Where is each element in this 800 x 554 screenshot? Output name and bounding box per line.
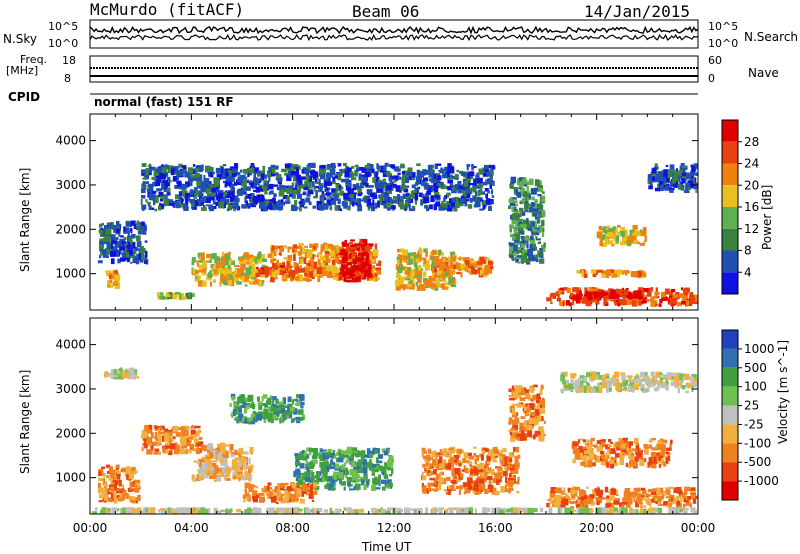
nsky-top-right-tick: 10^5 (708, 20, 739, 33)
power-colorbar-band (722, 185, 738, 207)
xaxis-label: Time UT (362, 540, 412, 554)
power-ytick-label: 1000 (55, 267, 86, 281)
xtick-label: 12:00 (377, 521, 412, 535)
power-colorbar-tick-label: 20 (744, 178, 759, 192)
power-colorbar-band (722, 207, 738, 229)
power-panel-bg (90, 114, 698, 310)
beam-title: Beam 06 (352, 2, 420, 21)
power-colorbar-band (722, 141, 738, 164)
nsky-bottom-tick: 10^0 (48, 37, 79, 50)
xtick-label: 20:00 (579, 521, 614, 535)
power-colorbar-band (722, 272, 738, 294)
power-colorbar-tick-label: 8 (744, 244, 752, 258)
velocity-colorbar-frame (721, 329, 739, 501)
velocity-colorbar-band (722, 348, 738, 368)
power-colorbar-tick-label: 4 (744, 265, 752, 279)
nsky-top-tick: 10^5 (48, 20, 79, 33)
velocity-colorbar-band (722, 330, 738, 349)
power-ytick-label: 3000 (55, 178, 86, 192)
velocity-echo-region (571, 437, 673, 469)
velocity-colorbar-tick-label: -500 (744, 455, 771, 469)
velocity-colorbar-band (722, 386, 738, 406)
freq-label: Freq. (20, 53, 48, 66)
power-colorbar-tick-label: 24 (744, 157, 759, 171)
power-ytick-label: 4000 (55, 134, 86, 148)
power-colorbar-band (722, 228, 738, 251)
velocity-echo-region (140, 424, 204, 456)
freq-bottom-tick: 8 (64, 72, 71, 85)
station-title: McMurdo (fitACF) (90, 0, 245, 19)
velocity-colorbar-tick-label: -25 (744, 417, 764, 431)
velocity-panel-bg (90, 318, 698, 514)
velocity-colorbar-tick-label: 25 (744, 399, 759, 413)
power-echo-region (596, 224, 647, 247)
power-echo-region (105, 269, 121, 289)
velocity-ytick-label: 1000 (55, 471, 86, 485)
velocity-colorbar-tick-label: -1000 (744, 474, 779, 488)
power-echo-region (338, 238, 374, 283)
power-echo-region (647, 163, 698, 193)
nsky-label: N.Sky (3, 32, 38, 46)
power-echo-region (97, 220, 149, 265)
power-echo-region (432, 256, 494, 278)
velocity-colorbar-tick-label: 100 (744, 380, 767, 394)
velocity-colorbar-tick-label: 500 (744, 361, 767, 375)
velocity-colorbar-tick-label: -100 (744, 436, 771, 450)
xtick-label: 16:00 (478, 521, 513, 535)
xtick-label: 00:00 (681, 521, 716, 535)
power-echo-region (576, 269, 647, 278)
velocity-colorbar-band (722, 424, 738, 444)
power-echo-region (157, 291, 195, 301)
xtick-label: 00:00 (73, 521, 108, 535)
velocity-echo-region (103, 367, 140, 380)
velocity-echo-region (508, 384, 546, 442)
velocity-echo-region (546, 486, 698, 509)
velocity-ytick-label: 4000 (55, 338, 86, 352)
velocity-colorbar-band (722, 462, 738, 482)
power-echo-region (140, 162, 496, 212)
nsky-bottom-right-tick: 10^0 (708, 37, 739, 50)
velocity-colorbar-band (722, 481, 738, 500)
velocity-colorbar-band (722, 443, 738, 463)
velocity-echo-region (242, 482, 318, 505)
nave-top-tick: 60 (708, 54, 722, 67)
xtick-label: 04:00 (174, 521, 209, 535)
cpid-value: normal (fast) 151 RF (94, 95, 234, 109)
velocity-echo-region (560, 371, 698, 394)
nsky-strip (89, 19, 699, 49)
nsearch-trace (89, 33, 699, 42)
freq-unit-label: [MHz] (6, 64, 39, 77)
power-colorbar-tick-label: 12 (744, 222, 759, 236)
power-colorbar-band (722, 163, 738, 186)
velocity-ytick-label: 3000 (55, 382, 86, 396)
freq-top-tick: 18 (62, 54, 76, 67)
power-echo-region (573, 289, 645, 301)
velocity-echo-region (191, 442, 254, 482)
power-echo-region (508, 176, 546, 265)
velocity-echo-region (92, 507, 697, 515)
velocity-echo-region (421, 446, 521, 496)
power-colorbar-band (722, 250, 738, 273)
velocity-colorbar-band (722, 405, 738, 425)
velocity-colorbar-band (722, 367, 738, 387)
cpid-label: CPID (8, 90, 41, 104)
power-colorbar-tick-label: 16 (744, 200, 759, 214)
power-colorbar-band (722, 120, 738, 142)
velocity-echo-region (97, 464, 141, 504)
xtick-label: 08:00 (275, 521, 310, 535)
nave-label: Nave (748, 66, 779, 80)
nave-bottom-tick: 0 (708, 72, 715, 85)
velocity-echo-region (229, 393, 306, 425)
power-colorbar-tick-label: 28 (744, 135, 759, 149)
date-title: 14/Jan/2015 (584, 2, 690, 21)
velocity-echo-region (293, 446, 394, 491)
velocity-colorbar-tick-label: 1000 (744, 342, 775, 356)
nsearch-label: N.Search (744, 30, 799, 44)
velocity-ytick-label: 2000 (55, 426, 86, 440)
power-echo-region (191, 251, 268, 287)
power-ytick-label: 2000 (55, 222, 86, 236)
nsky-trace (89, 25, 699, 35)
